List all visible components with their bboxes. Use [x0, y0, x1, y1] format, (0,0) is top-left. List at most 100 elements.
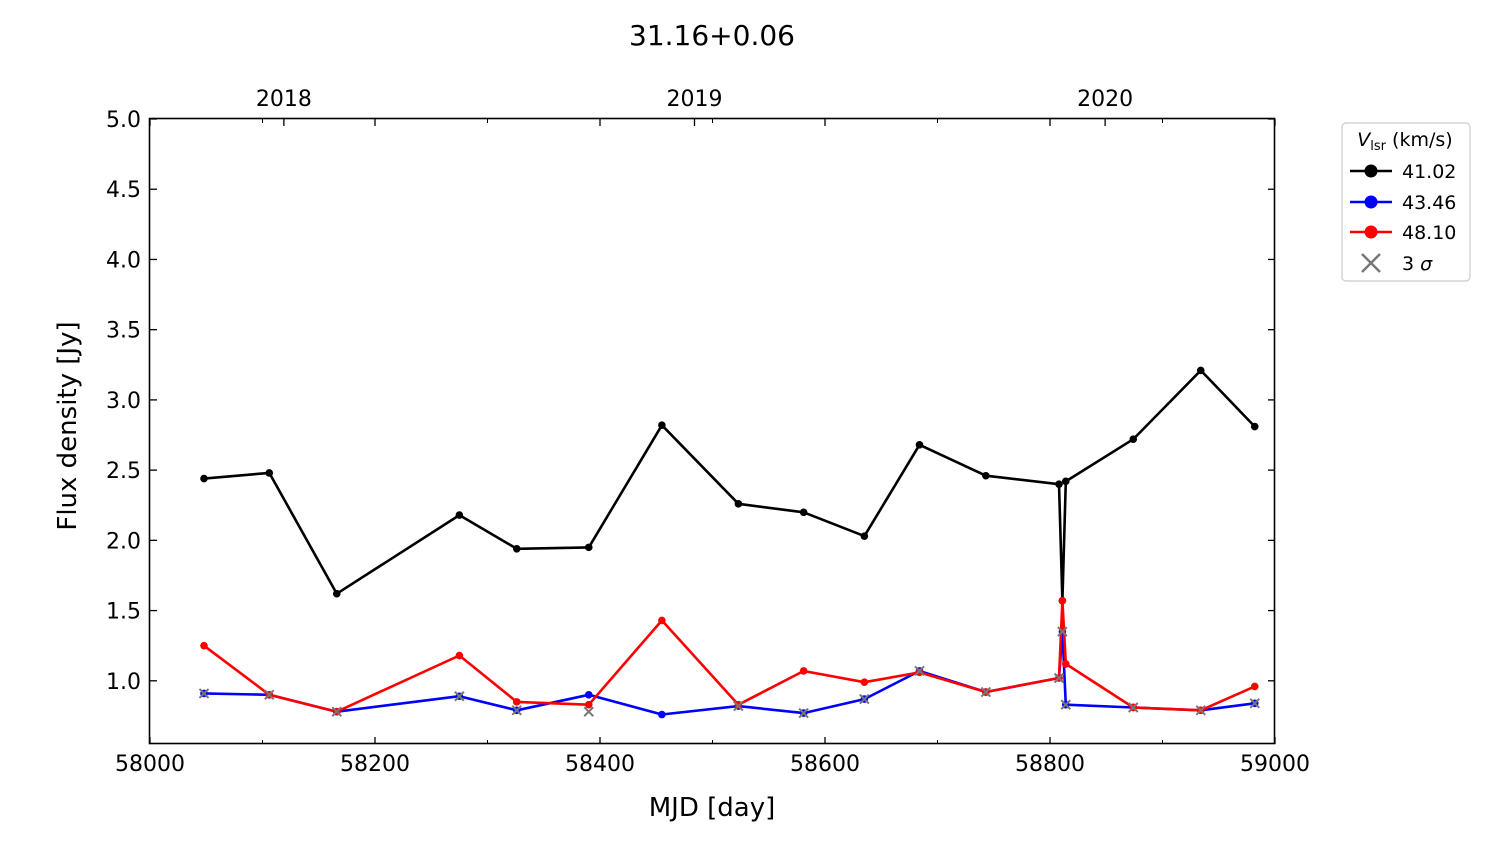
sigma3-marker — [1249, 698, 1260, 709]
sigma3-marker — [264, 689, 275, 701]
sigma3-marker — [454, 691, 465, 702]
sigma3-marker — [583, 706, 594, 717]
sigma3-marker-stroke — [980, 686, 992, 698]
data-point-41.02 — [512, 544, 521, 553]
series-line-43.46 — [203, 630, 1255, 716]
y-tick-label: 2.5 — [106, 459, 141, 484]
sigma3-marker — [798, 707, 809, 719]
y-axis-title: Flux density [Jy] — [53, 321, 83, 530]
sigma3-marker-stroke — [1057, 626, 1068, 637]
sigma3-marker-stroke — [511, 705, 522, 716]
data-point-41.02 — [265, 469, 274, 477]
sigma3-marker — [1195, 705, 1206, 716]
series-line-48.10 — [203, 599, 1256, 714]
y-tick-label: 4.5 — [106, 178, 141, 203]
sigma3-marker — [198, 688, 210, 699]
x-tick-label: 58000 — [115, 752, 185, 777]
data-point-48.10 — [512, 698, 521, 706]
sigma3-marker — [1053, 672, 1065, 684]
data-point-41.02 — [799, 508, 808, 517]
axis-ticks: 58000 58200 58400 58600 58800 59000 1.0 1.5 2.0 2… — [106, 87, 1310, 777]
data-point-41.02 — [1129, 435, 1138, 444]
year-tick-label: 2019 — [667, 87, 723, 112]
x-tick-label: 58400 — [565, 752, 635, 777]
sigma3-marker-stroke — [1128, 702, 1139, 713]
legend: Vlsr (km/s) 41.02 43.46 48.10 3 σ — [1341, 122, 1471, 282]
y-tick-label: 1.0 — [106, 670, 141, 695]
sigma3-marker-stroke — [859, 693, 870, 705]
sigma3-marker — [914, 665, 925, 677]
x-tick-label: 58600 — [790, 752, 860, 777]
legend-title: Vlsr (km/s) — [1357, 129, 1452, 154]
data-point-41.02 — [200, 474, 208, 483]
data-point-41.02 — [1061, 477, 1070, 486]
legend-sigma-marker — [1361, 253, 1381, 273]
plot-frame — [148, 117, 1276, 745]
year-tick-label: 2020 — [1077, 87, 1133, 112]
data-point-48.10 — [1061, 660, 1070, 668]
sigma3-marker-stroke — [454, 691, 465, 702]
data-point-41.02 — [1250, 422, 1259, 431]
sigma3-marker-stroke — [1053, 672, 1065, 684]
sigma3-marker — [1057, 626, 1068, 637]
sigma3-marker — [980, 686, 992, 698]
sigma3-marker-stroke — [264, 689, 275, 701]
data-point-41.02 — [658, 421, 666, 429]
legend-label-48.10: 48.10 — [1402, 222, 1456, 244]
data-point-41.02 — [1196, 366, 1205, 375]
sigma3-marker-stroke — [914, 665, 925, 677]
data-point-41.02 — [734, 500, 743, 508]
legend-box — [1341, 122, 1471, 282]
data-point-48.10 — [584, 700, 593, 709]
x-tick-label: 58800 — [1015, 752, 1085, 777]
data-point-48.10 — [658, 616, 666, 625]
data-point-48.10 — [455, 651, 464, 660]
sigma3-marker-stroke — [733, 700, 744, 712]
legend-marker-41.02 — [1364, 164, 1378, 178]
y-tick-label: 1.5 — [106, 600, 141, 625]
sigma3-marker — [1128, 702, 1139, 713]
x-axis-title: MJD [day] — [649, 793, 776, 823]
y-tick-label: 4.0 — [106, 248, 141, 273]
data-point-48.10 — [1058, 596, 1067, 605]
sigma3-marker-stroke — [198, 688, 210, 699]
sigma3-marker — [1060, 699, 1071, 710]
data-point-41.02 — [860, 532, 869, 540]
chart-title: 31.16+0.06 — [629, 19, 795, 52]
x-tick-label: 59000 — [1240, 752, 1310, 777]
y-tick-label: 2.0 — [106, 529, 141, 554]
sigma3-marker-stroke — [1060, 699, 1071, 710]
x-tick-label: 58200 — [340, 752, 410, 777]
data-point-48.10 — [860, 678, 869, 687]
data-point-41.02 — [332, 589, 341, 598]
sigma3-marker — [331, 706, 342, 717]
legend-label-sigma: 3 σ — [1402, 253, 1433, 275]
legend-label-41.02: 41.02 — [1402, 161, 1456, 183]
year-tick-label: 2018 — [256, 87, 312, 112]
legend-marker-43.46 — [1364, 195, 1378, 209]
data-point-48.10 — [1250, 682, 1259, 691]
y-tick-label: 5.0 — [106, 108, 141, 133]
sigma3-marker-stroke — [331, 706, 342, 717]
series-layer — [198, 366, 1260, 719]
legend-marker-48.10 — [1364, 225, 1378, 239]
data-point-48.10 — [200, 641, 208, 650]
sigma3-marker-stroke — [1195, 705, 1206, 716]
sigma3-marker-stroke — [798, 707, 809, 719]
data-point-48.10 — [799, 667, 808, 675]
series-line-41.02 — [203, 369, 1256, 603]
data-point-41.02 — [915, 441, 924, 449]
sigma3-marker — [511, 705, 522, 716]
sigma3-marker-stroke — [583, 706, 594, 717]
data-point-43.46 — [584, 691, 593, 699]
data-point-41.02 — [982, 471, 990, 480]
data-point-41.02 — [455, 511, 464, 519]
sigma3-marker-stroke — [1249, 698, 1260, 709]
data-point-41.02 — [1055, 480, 1063, 488]
data-point-41.02 — [584, 543, 593, 552]
y-tick-label: 3.0 — [106, 389, 141, 414]
sigma3-marker — [733, 700, 744, 712]
data-point-43.46 — [658, 710, 666, 719]
legend-label-43.46: 43.46 — [1402, 192, 1456, 214]
